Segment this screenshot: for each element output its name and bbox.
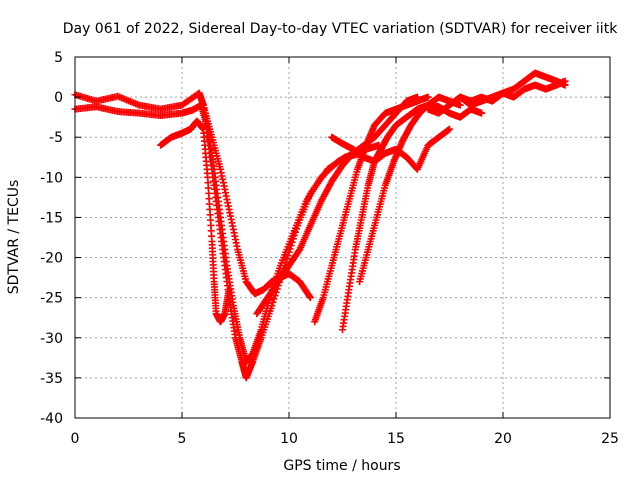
y-axis-label: SDTVAR / TECUs bbox=[6, 180, 22, 295]
x-tick-label: 5 bbox=[178, 431, 187, 447]
grid bbox=[75, 57, 610, 418]
data-point bbox=[270, 295, 278, 303]
x-tick-label: 15 bbox=[387, 431, 405, 447]
x-tick-label: 10 bbox=[280, 431, 298, 447]
series-9 bbox=[328, 125, 453, 173]
chart-title: Day 061 of 2022, Sidereal Day-to-day VTE… bbox=[63, 21, 618, 37]
y-tick-label: -40 bbox=[40, 411, 63, 427]
data-point bbox=[306, 292, 314, 300]
series-6 bbox=[311, 93, 432, 326]
data-point bbox=[283, 255, 291, 263]
y-tick-label: 0 bbox=[54, 90, 63, 106]
x-tick-label: 25 bbox=[601, 431, 619, 447]
y-tick-label: -15 bbox=[40, 210, 63, 226]
data-layer bbox=[71, 69, 569, 382]
data-point bbox=[561, 77, 569, 85]
data-point bbox=[306, 294, 314, 302]
data-point bbox=[225, 286, 233, 294]
y-tick-label: -5 bbox=[49, 130, 63, 146]
y-tick-label: 5 bbox=[54, 50, 63, 66]
series-11 bbox=[456, 77, 569, 109]
y-tick-label: -20 bbox=[40, 251, 63, 267]
x-tick-label: 20 bbox=[494, 431, 512, 447]
y-tick-label: -10 bbox=[40, 170, 63, 186]
data-point bbox=[424, 93, 432, 101]
x-axis-label: GPS time / hours bbox=[283, 458, 400, 474]
series-3 bbox=[157, 117, 233, 326]
plot-frame bbox=[74, 56, 611, 419]
x-tick-label: 0 bbox=[71, 431, 80, 447]
series-8 bbox=[356, 93, 464, 286]
data-point bbox=[456, 101, 464, 109]
y-tick-label: -35 bbox=[40, 371, 63, 387]
y-tick-label: -25 bbox=[40, 291, 63, 307]
y-tick-label: -30 bbox=[40, 331, 63, 347]
data-point bbox=[478, 109, 486, 117]
ticks: 0 5 10 15 20 25 5 0 -5 -10 -15 -20 -25 -30 -35 -40 bbox=[40, 50, 619, 447]
data-point bbox=[446, 125, 453, 133]
